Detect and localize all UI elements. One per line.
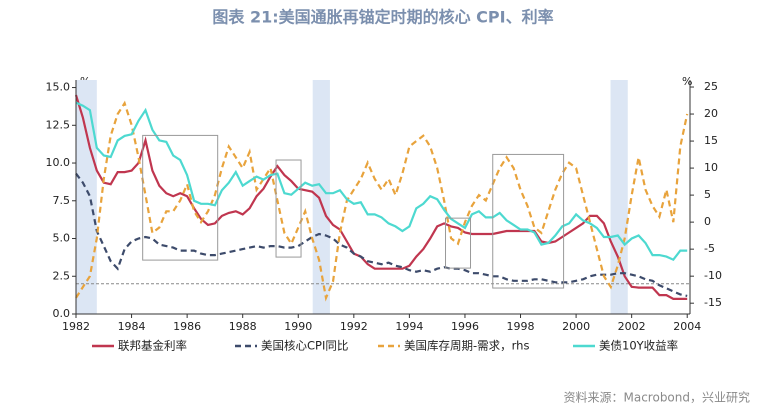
highlight-box [445,217,472,269]
x-tick-label: 1982 [62,320,90,333]
legend-label: 美国核心CPI同比 [261,339,348,353]
y2-tick-label: -5 [704,242,715,255]
y2-axis-label: % [682,75,692,88]
legend-label: 联邦基金利率 [118,339,187,353]
series-line [74,94,688,300]
chart-title: 图表 21:美国通胀再锚定时期的核心 CPI、利率 [212,8,553,27]
legend-label: 美国库存周期-需求，rhs [404,339,529,353]
y2-tick-label: 20 [704,107,718,120]
x-tick-label: 1990 [284,320,312,333]
y-tick-label: 15.0 [46,81,71,94]
y2-tick-label: 15 [704,134,718,147]
x-tick-label: 2000 [562,320,590,333]
highlight-box [492,153,565,289]
y2-tick-label: 10 [704,161,718,174]
x-tick-label: 1996 [451,320,479,333]
y-tick-label: 12.5 [46,118,71,131]
recession-band [312,80,330,314]
series-line [75,172,688,297]
y2-tick-label: -10 [704,269,722,282]
y-tick-label: 2.5 [53,269,71,282]
y-tick-label: 0.0 [53,307,71,320]
highlight-box [275,159,302,258]
recession-band [610,80,628,314]
x-tick-label: 1992 [340,320,368,333]
y-tick-label: 7.5 [53,194,71,207]
highlight-box [142,134,219,261]
y2-tick-label: -15 [704,296,722,309]
x-tick-label: 1986 [173,320,201,333]
x-tick-label: 2002 [618,320,646,333]
x-tick-label: 2004 [673,320,701,333]
y2-tick-label: 5 [704,188,711,201]
y-tick-label: 10.0 [46,156,71,169]
x-tick-label: 1998 [507,320,535,333]
x-tick-label: 1994 [395,320,423,333]
legend-label: 美债10Y收益率 [599,339,678,353]
x-tick-label: 1984 [118,320,146,333]
source-note: 资料来源：Macrobond，兴业研究 [564,390,751,405]
y2-tick-label: 25 [704,80,718,93]
y2-tick-label: 0 [704,215,711,228]
x-tick-label: 1988 [229,320,257,333]
recession-band [76,80,97,314]
series-line [75,101,688,262]
y-tick-label: 5.0 [53,232,71,245]
